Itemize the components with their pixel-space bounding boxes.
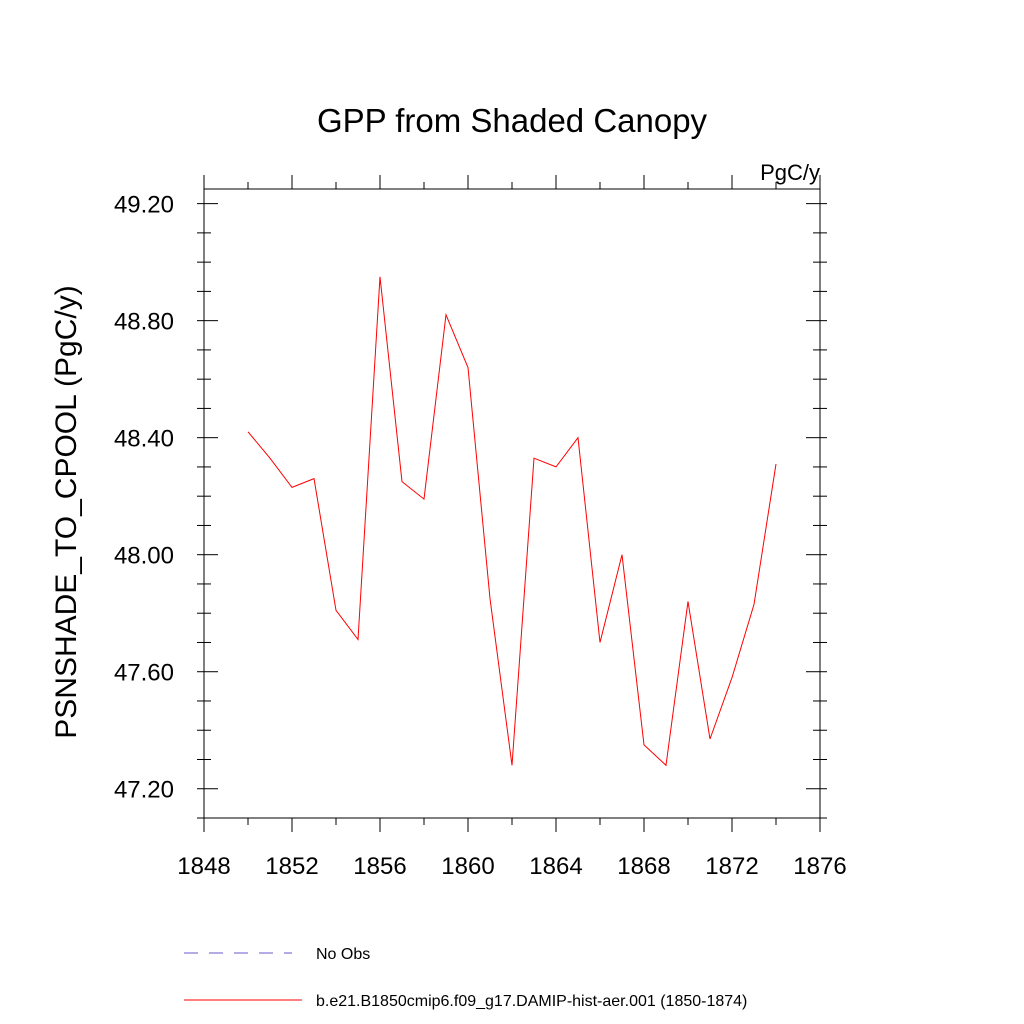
x-tick-label: 1852 [265, 853, 318, 880]
y-tick-label: 49.20 [114, 192, 174, 219]
legend-label: No Obs [316, 946, 370, 963]
x-tick-label: 1860 [441, 853, 494, 880]
series-line [247, 276, 777, 767]
x-tick-label: 1856 [353, 853, 406, 880]
y-tick-label: 47.20 [114, 777, 174, 804]
series-group [247, 276, 777, 767]
legend: No Obs b.e21.B1850cmip6.f09_g17.DAMIP-his… [184, 946, 747, 1010]
y-axis-ticks: 47.20 47.60 48.00 48.40 48.80 49.20 [114, 192, 827, 819]
x-axis-ticks: 1848 1852 1856 1860 1864 1868 1872 1876 [177, 175, 847, 880]
y-axis-label: PSNSHADE_TO_CPOOL (PgC/y) [50, 285, 83, 738]
x-tick-label: 1876 [793, 853, 846, 880]
y-tick-label: 48.40 [114, 426, 174, 453]
x-tick-label: 1872 [705, 853, 758, 880]
y-tick-label: 48.80 [114, 309, 174, 336]
y-tick-label: 47.60 [114, 660, 174, 687]
x-tick-label: 1868 [617, 853, 670, 880]
legend-label: b.e21.B1850cmip6.f09_g17.DAMIP-hist-aer.… [316, 993, 747, 1010]
units-label: PgC/y [760, 160, 820, 185]
x-tick-label: 1848 [177, 853, 230, 880]
chart-title: GPP from Shaded Canopy [317, 102, 708, 139]
plot-frame [203, 188, 821, 819]
x-tick-label: 1864 [529, 853, 582, 880]
y-tick-label: 48.00 [114, 543, 174, 570]
